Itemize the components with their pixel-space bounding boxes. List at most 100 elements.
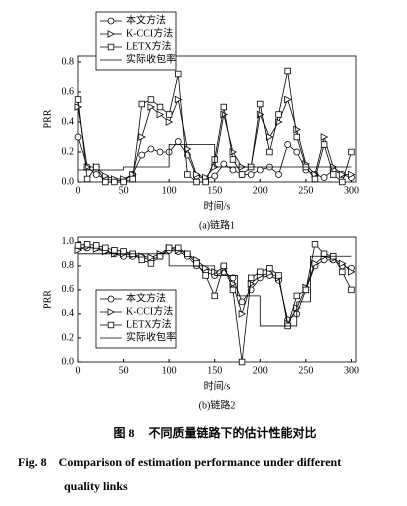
marker-square	[266, 265, 273, 272]
caption-text-en: Comparison of estimation performance und…	[59, 455, 342, 469]
marker-triangle	[348, 170, 356, 179]
y-axis-label: PRR	[42, 109, 53, 128]
marker-square	[220, 103, 228, 111]
marker-square	[165, 244, 173, 252]
marker-square	[220, 262, 228, 270]
marker-square	[348, 286, 355, 294]
marker-square	[257, 100, 264, 108]
marker-circle	[320, 174, 328, 181]
marker-circle	[220, 160, 228, 168]
marker-circle	[107, 295, 115, 303]
marker-square	[247, 274, 255, 282]
marker-square	[107, 321, 115, 329]
marker-square	[129, 175, 136, 183]
marker-square	[275, 111, 282, 118]
legend-label: 实际收包率	[126, 52, 176, 65]
marker-square	[156, 253, 164, 260]
marker-square	[175, 244, 182, 252]
x-tick-label: 250	[298, 365, 313, 376]
x-axis-label: 时间/s	[204, 379, 231, 392]
marker-triangle	[311, 259, 320, 268]
marker-circle	[92, 171, 100, 178]
x-tick-label: 250	[298, 185, 313, 196]
x-axis-label: 时间/s	[204, 199, 231, 212]
marker-triangle	[74, 103, 83, 111]
marker-triangle	[338, 170, 347, 179]
marker-square	[138, 256, 146, 264]
marker-triangle	[284, 95, 292, 104]
marker-circle	[229, 166, 237, 174]
marker-square	[193, 178, 200, 186]
y-tick-label: 0.2	[62, 332, 75, 343]
marker-circle	[256, 166, 264, 174]
legend-label: K-CCI方法	[126, 26, 173, 39]
marker-triangle	[147, 103, 155, 111]
legend-label: 本文方法	[126, 13, 166, 26]
x-tick-label: 150	[207, 365, 222, 376]
x-tick-label: 100	[162, 185, 177, 196]
marker-circle	[156, 148, 164, 156]
caption-en-2: quality links	[64, 479, 128, 493]
marker-circle	[211, 172, 219, 180]
x-tick-label: 0	[76, 365, 81, 376]
marker-square	[202, 178, 209, 186]
marker-square	[138, 100, 146, 108]
y-tick-label: 0.0	[62, 356, 75, 367]
marker-triangle	[266, 269, 274, 277]
marker-square	[184, 171, 191, 178]
series-line	[78, 144, 352, 171]
legend-label: 本文方法	[126, 291, 166, 304]
marker-square	[147, 96, 155, 103]
marker-circle	[138, 151, 146, 159]
marker-square	[339, 268, 346, 276]
marker-triangle	[174, 95, 183, 104]
marker-square	[165, 111, 173, 118]
marker-square	[74, 96, 82, 103]
marker-square	[120, 248, 127, 255]
marker-triangle	[107, 308, 116, 316]
marker-square	[120, 178, 127, 186]
legend-label: 实际收包率	[126, 330, 176, 343]
x-tick-label: 100	[162, 365, 177, 376]
marker-square	[83, 241, 91, 248]
caption-text-cn: 不同质量链路下的估计性能对比	[149, 425, 317, 440]
marker-square	[320, 250, 328, 258]
y-tick-label: 0.6	[62, 284, 75, 295]
y-tick-label: 0.2	[62, 146, 75, 157]
caption-label-cn: 图 8	[113, 426, 134, 440]
marker-triangle	[338, 259, 347, 268]
marker-circle	[174, 138, 182, 145]
marker-circle	[107, 17, 115, 25]
y-tick-label: 0.8	[62, 260, 75, 271]
marker-triangle	[101, 172, 110, 180]
marker-square	[229, 286, 237, 294]
marker-circle	[74, 133, 82, 141]
marker-square	[193, 260, 200, 267]
marker-square	[257, 268, 264, 276]
x-tick-label: 200	[253, 365, 268, 376]
x-tick-label: 300	[344, 365, 359, 376]
marker-square	[93, 163, 100, 171]
marker-triangle	[147, 253, 155, 262]
caption-en-1: Fig. 8 Comparison of estimation performan…	[18, 455, 341, 469]
marker-square	[102, 244, 109, 252]
marker-square	[293, 133, 300, 141]
marker-square	[107, 43, 115, 51]
marker-circle	[229, 274, 237, 282]
marker-triangle	[74, 246, 83, 255]
marker-square	[175, 70, 182, 78]
marker-square	[320, 141, 328, 148]
marker-circle	[275, 171, 282, 178]
legend-label: LETX方法	[126, 317, 172, 330]
marker-square	[211, 292, 218, 300]
marker-triangle	[138, 133, 146, 141]
series-line	[78, 253, 352, 327]
marker-square	[147, 260, 155, 267]
y-tick-label: 0.8	[62, 56, 75, 67]
marker-circle	[238, 298, 246, 306]
subcaption: (b)链路2	[199, 398, 236, 411]
y-tick-label: 0.4	[62, 308, 75, 319]
marker-triangle	[247, 280, 256, 288]
marker-square	[330, 171, 337, 178]
marker-triangle	[165, 118, 174, 126]
